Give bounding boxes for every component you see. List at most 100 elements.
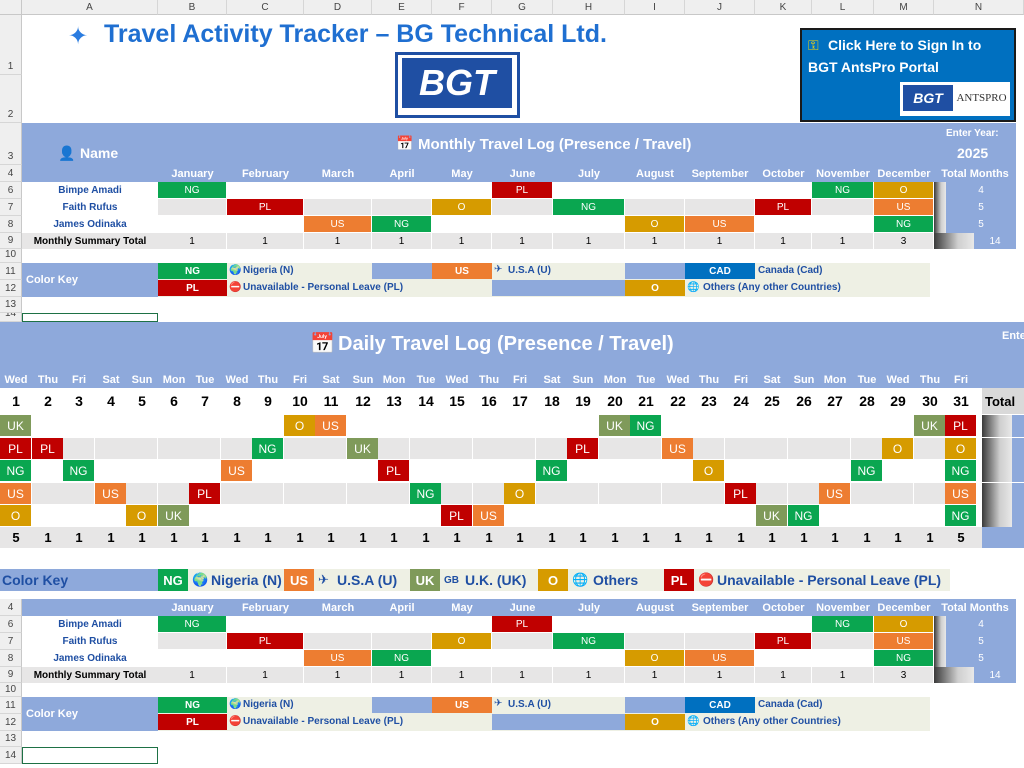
daily-cell[interactable] <box>693 505 725 527</box>
daily-cell[interactable] <box>725 415 757 437</box>
daily-cell[interactable] <box>221 483 253 505</box>
daily-cell[interactable] <box>882 415 914 437</box>
row-header-lower-6[interactable]: 6 <box>0 616 22 633</box>
month-cell[interactable] <box>625 182 685 199</box>
daily-cell[interactable] <box>158 415 190 437</box>
daily-cell[interactable] <box>473 460 505 482</box>
month-cell-lower[interactable] <box>158 650 227 667</box>
year-input[interactable]: 2025 <box>957 145 989 161</box>
selected-cell-a14-lower[interactable] <box>22 747 158 764</box>
daily-cell[interactable] <box>630 505 662 527</box>
daily-cell[interactable] <box>32 415 64 437</box>
daily-cell[interactable] <box>95 460 127 482</box>
month-cell[interactable]: O <box>432 199 492 216</box>
row-header-lower-14[interactable]: 14 <box>0 747 22 764</box>
month-cell-lower[interactable] <box>227 650 304 667</box>
daily-cell[interactable] <box>252 460 284 482</box>
daily-cell[interactable] <box>189 438 221 460</box>
daily-cell[interactable] <box>347 460 379 482</box>
daily-cell[interactable] <box>567 415 599 437</box>
daily-cell[interactable] <box>599 505 631 527</box>
daily-cell[interactable] <box>252 415 284 437</box>
row-header-lower-10[interactable]: 10 <box>0 683 22 697</box>
month-cell[interactable] <box>553 216 625 233</box>
month-cell-lower[interactable] <box>625 616 685 633</box>
row-header-13[interactable]: 13 <box>0 297 22 313</box>
month-cell-lower[interactable]: NG <box>874 650 934 667</box>
daily-cell[interactable] <box>536 505 568 527</box>
daily-cell[interactable]: NG <box>851 460 883 482</box>
column-header-g[interactable]: G <box>492 0 553 15</box>
daily-cell[interactable] <box>662 415 694 437</box>
month-cell[interactable]: PL <box>492 182 553 199</box>
daily-cell[interactable] <box>630 483 662 505</box>
daily-cell[interactable]: UK <box>347 438 379 460</box>
month-cell[interactable]: US <box>304 216 372 233</box>
daily-cell[interactable] <box>158 460 190 482</box>
daily-cell[interactable] <box>599 438 631 460</box>
month-cell[interactable] <box>304 199 372 216</box>
month-cell[interactable]: NG <box>158 182 227 199</box>
daily-cell[interactable] <box>126 438 158 460</box>
daily-cell[interactable] <box>410 505 442 527</box>
daily-cell[interactable] <box>914 438 946 460</box>
month-cell-lower[interactable]: NG <box>158 616 227 633</box>
column-header-k[interactable]: K <box>755 0 812 15</box>
daily-cell[interactable]: US <box>0 483 32 505</box>
row-header-10[interactable]: 10 <box>0 249 22 263</box>
month-cell[interactable] <box>227 216 304 233</box>
daily-cell[interactable] <box>410 415 442 437</box>
month-cell[interactable] <box>492 199 553 216</box>
daily-cell[interactable] <box>158 483 190 505</box>
daily-cell[interactable]: PL <box>189 483 221 505</box>
month-cell[interactable]: PL <box>755 199 812 216</box>
selected-cell-a14[interactable] <box>22 313 158 322</box>
month-cell[interactable] <box>432 182 492 199</box>
column-header-l[interactable]: L <box>812 0 874 15</box>
daily-cell[interactable]: O <box>0 505 32 527</box>
row-header-lower-11[interactable]: 11 <box>0 697 22 714</box>
daily-cell[interactable] <box>504 438 536 460</box>
daily-cell[interactable]: PL <box>0 438 32 460</box>
row-header-lower-4[interactable]: 4 <box>0 599 22 616</box>
daily-cell[interactable]: NG <box>945 505 977 527</box>
daily-cell[interactable]: US <box>473 505 505 527</box>
month-cell-lower[interactable]: US <box>304 650 372 667</box>
daily-cell[interactable] <box>504 460 536 482</box>
row-header-lower-7[interactable]: 7 <box>0 633 22 650</box>
month-cell[interactable]: NG <box>874 216 934 233</box>
daily-cell[interactable] <box>630 438 662 460</box>
daily-cell[interactable] <box>536 483 568 505</box>
daily-cell[interactable]: US <box>95 483 127 505</box>
daily-cell[interactable]: US <box>662 438 694 460</box>
month-cell-lower[interactable] <box>492 633 553 650</box>
month-cell-lower[interactable] <box>432 650 492 667</box>
daily-cell[interactable] <box>662 483 694 505</box>
month-cell[interactable] <box>158 216 227 233</box>
month-cell[interactable] <box>812 199 874 216</box>
daily-cell[interactable]: O <box>945 438 977 460</box>
daily-cell[interactable] <box>410 438 442 460</box>
daily-cell[interactable] <box>725 460 757 482</box>
month-cell[interactable] <box>372 199 432 216</box>
daily-cell[interactable] <box>567 483 599 505</box>
column-header-a[interactable]: A <box>22 0 158 15</box>
month-cell-lower[interactable] <box>227 616 304 633</box>
daily-cell[interactable] <box>788 460 820 482</box>
month-cell-lower[interactable] <box>755 650 812 667</box>
daily-cell[interactable] <box>819 415 851 437</box>
daily-cell[interactable] <box>95 438 127 460</box>
daily-cell[interactable] <box>504 505 536 527</box>
row-header-lower-12[interactable]: 12 <box>0 714 22 731</box>
daily-cell[interactable] <box>504 415 536 437</box>
daily-cell[interactable] <box>693 415 725 437</box>
row-header-3[interactable]: 3 <box>0 123 22 165</box>
daily-cell[interactable] <box>221 415 253 437</box>
daily-cell[interactable]: PL <box>441 505 473 527</box>
daily-cell[interactable] <box>473 483 505 505</box>
daily-cell[interactable] <box>315 483 347 505</box>
daily-cell[interactable] <box>725 438 757 460</box>
month-cell-lower[interactable] <box>755 616 812 633</box>
daily-cell[interactable] <box>693 483 725 505</box>
row-header-9[interactable]: 9 <box>0 233 22 249</box>
